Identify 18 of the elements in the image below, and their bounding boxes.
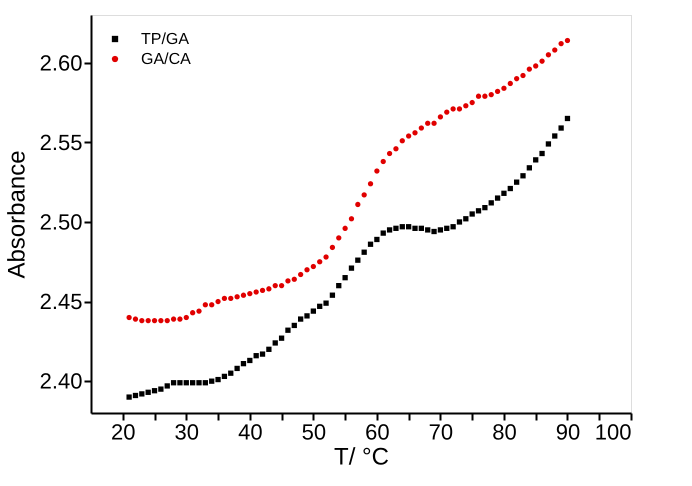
x-tick-label: 100 xyxy=(594,420,632,444)
x-tick-label: 30 xyxy=(174,420,200,444)
y-tick-label: 2.55 xyxy=(40,130,82,155)
x-tick-label: 60 xyxy=(365,420,390,444)
x-tick-label: 50 xyxy=(302,420,326,444)
legend-label: GA/CA xyxy=(141,51,192,68)
x-tick-label: 20 xyxy=(111,420,136,444)
y-axis-title: Absorbance xyxy=(4,150,31,279)
y-tick-label: 2.60 xyxy=(40,50,82,76)
x-tick-label: 40 xyxy=(238,420,263,444)
x-tick-label: 70 xyxy=(428,420,454,444)
y-tick-label: 2.50 xyxy=(40,209,82,234)
x-tick-label: 80 xyxy=(492,420,517,444)
x-axis-title: T/ °C xyxy=(334,444,389,470)
x-tick-label: 90 xyxy=(556,420,580,444)
y-tick-label: 2.45 xyxy=(40,289,82,314)
legend-label: TP/GA xyxy=(141,31,190,48)
y-tick-label: 2.40 xyxy=(40,368,82,394)
